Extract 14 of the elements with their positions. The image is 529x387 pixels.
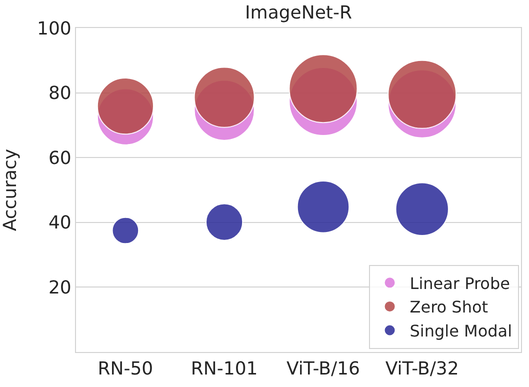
y-tick-label: 20 <box>48 278 72 298</box>
y-tick-label: 100 <box>37 18 72 40</box>
legend-label: Linear Probe <box>410 274 510 293</box>
x-tick-label: RN-101 <box>190 358 258 380</box>
x-tick-label: ViT-B/32 <box>385 358 459 380</box>
y-axis-title: Accuracy <box>0 148 22 232</box>
y-tick-label: 60 <box>48 148 72 169</box>
chart-title: ImageNet-R <box>245 2 352 24</box>
legend-label: Zero Shot <box>410 298 488 317</box>
x-tick-label: ViT-B/16 <box>286 358 360 380</box>
y-tick-label: 80 <box>48 83 72 104</box>
x-tick-label: RN-50 <box>98 358 154 380</box>
y-tick-label: 40 <box>48 212 72 234</box>
legend-label: Single Modal <box>410 322 512 340</box>
